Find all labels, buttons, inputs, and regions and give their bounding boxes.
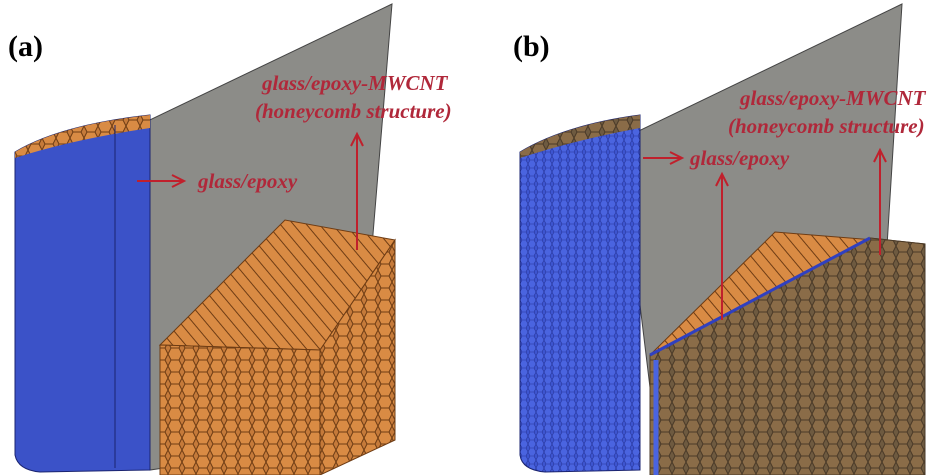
annotation: (honeycomb structure) — [728, 114, 925, 138]
figure: (a) glass/epoxy-MWCNT (honeycomb structu… — [0, 0, 938, 475]
annotation: (honeycomb structure) — [255, 99, 452, 123]
blue-skin — [520, 115, 640, 472]
panel-label: (a) — [8, 30, 43, 63]
blue-skin — [15, 115, 150, 472]
panel-a: (a) glass/epoxy-MWCNT (honeycomb structu… — [8, 4, 452, 475]
annotation: glass/epoxy-MWCNT — [261, 71, 449, 95]
panel-b: (b) glass/epoxy-MWCNT (honeycomb structu… — [513, 4, 927, 475]
panel-label: (b) — [513, 30, 550, 63]
annotation: glass/epoxy-MWCNT — [739, 86, 927, 110]
honeycomb-front — [160, 345, 320, 475]
annotation: glass/epoxy — [197, 169, 298, 193]
annotation: glass/epoxy — [689, 146, 790, 170]
